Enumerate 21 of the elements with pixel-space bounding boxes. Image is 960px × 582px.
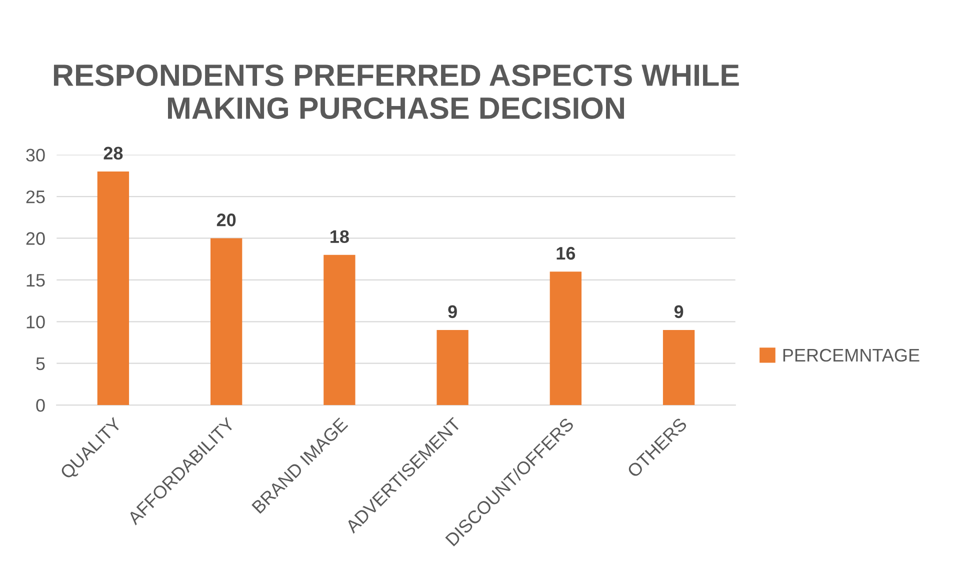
data-label: 16 <box>556 246 576 260</box>
data-label: 9 <box>674 305 684 318</box>
chart-title: RESPONDENTS PREFERRED ASPECTS WHILE MAKING PURCHASE DECISION <box>54 64 739 119</box>
bar <box>550 272 582 406</box>
bar <box>436 330 468 406</box>
bar <box>662 330 695 406</box>
y-tick-label: 25 <box>26 190 45 204</box>
y-tick-label: 5 <box>36 357 45 370</box>
data-label: 18 <box>330 230 349 244</box>
data-label: 20 <box>216 214 236 226</box>
y-tick-label: 15 <box>26 274 45 287</box>
bar <box>210 238 242 406</box>
data-label: 9 <box>448 305 457 318</box>
y-tick-label: 0 <box>36 399 45 412</box>
y-tick-label: 30 <box>26 148 45 162</box>
y-tick-label: 20 <box>26 232 45 245</box>
bar <box>97 171 130 406</box>
y-tick-label: 10 <box>26 316 45 328</box>
bar <box>324 254 356 406</box>
data-label: 28 <box>104 146 123 160</box>
legend-label: PERCEMNTAGE <box>783 348 920 362</box>
